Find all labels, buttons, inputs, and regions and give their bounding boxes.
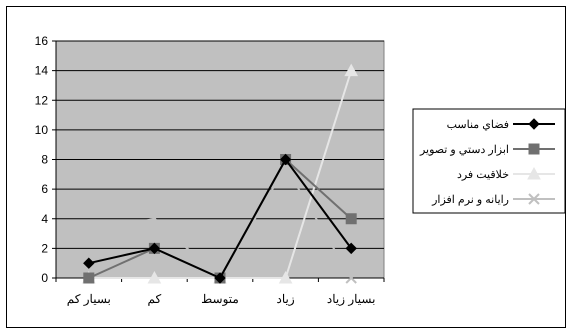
y-tick-label: 2 <box>41 241 48 255</box>
data-point <box>83 272 95 284</box>
marker-stroke <box>83 227 95 240</box>
y-tick-label: 4 <box>41 212 48 226</box>
x-tick-label: متوسط <box>201 292 239 306</box>
legend-marker <box>528 118 540 130</box>
x-tick-label: کم <box>148 292 162 306</box>
y-axis: 0 2 4 6 8 10 12 14 16 <box>35 34 57 285</box>
x-tick-label: بسيار زياد <box>327 292 376 306</box>
data-point <box>345 242 357 255</box>
marker-stroke <box>528 193 540 205</box>
legend-marker <box>528 143 540 155</box>
x-tick-label: زياد <box>277 292 295 306</box>
legend-label: رايانه و نرم افزار <box>431 194 509 206</box>
legend-label: فضاي مناسب <box>447 119 509 131</box>
data-point <box>345 272 357 284</box>
data-point <box>147 270 162 284</box>
y-tick-label: 12 <box>35 93 49 107</box>
data-point <box>345 213 357 225</box>
y-tick-label: 10 <box>35 123 49 137</box>
y-tick-label: 6 <box>41 182 48 196</box>
data-point <box>148 213 161 225</box>
legend-box <box>412 108 566 214</box>
data-point <box>214 272 226 284</box>
legend-marker <box>528 193 540 205</box>
data-point <box>83 257 95 269</box>
data-point <box>278 270 293 284</box>
data-point <box>344 63 359 77</box>
legend-marker <box>527 166 541 180</box>
y-tick-label: 16 <box>35 34 49 48</box>
y-tick-label: 0 <box>41 271 48 285</box>
y-tick-label: 14 <box>35 64 49 78</box>
legend: فضاي مناسب ابزار دستي و تصوير خلاقيت فرد را… <box>412 108 566 214</box>
gridlines <box>56 40 384 249</box>
data-point <box>148 242 161 255</box>
data-point <box>83 227 95 240</box>
legend-label: ابزار دستي و تصوير <box>419 144 509 156</box>
data-point <box>279 153 292 166</box>
marker-stroke <box>345 272 357 284</box>
x-tick-label: بسيار کم <box>67 292 111 306</box>
y-tick-label: 8 <box>41 153 48 167</box>
series-group <box>81 63 359 284</box>
marker-stroke <box>148 213 161 225</box>
legend-label: خلاقيت فرد <box>457 169 509 181</box>
